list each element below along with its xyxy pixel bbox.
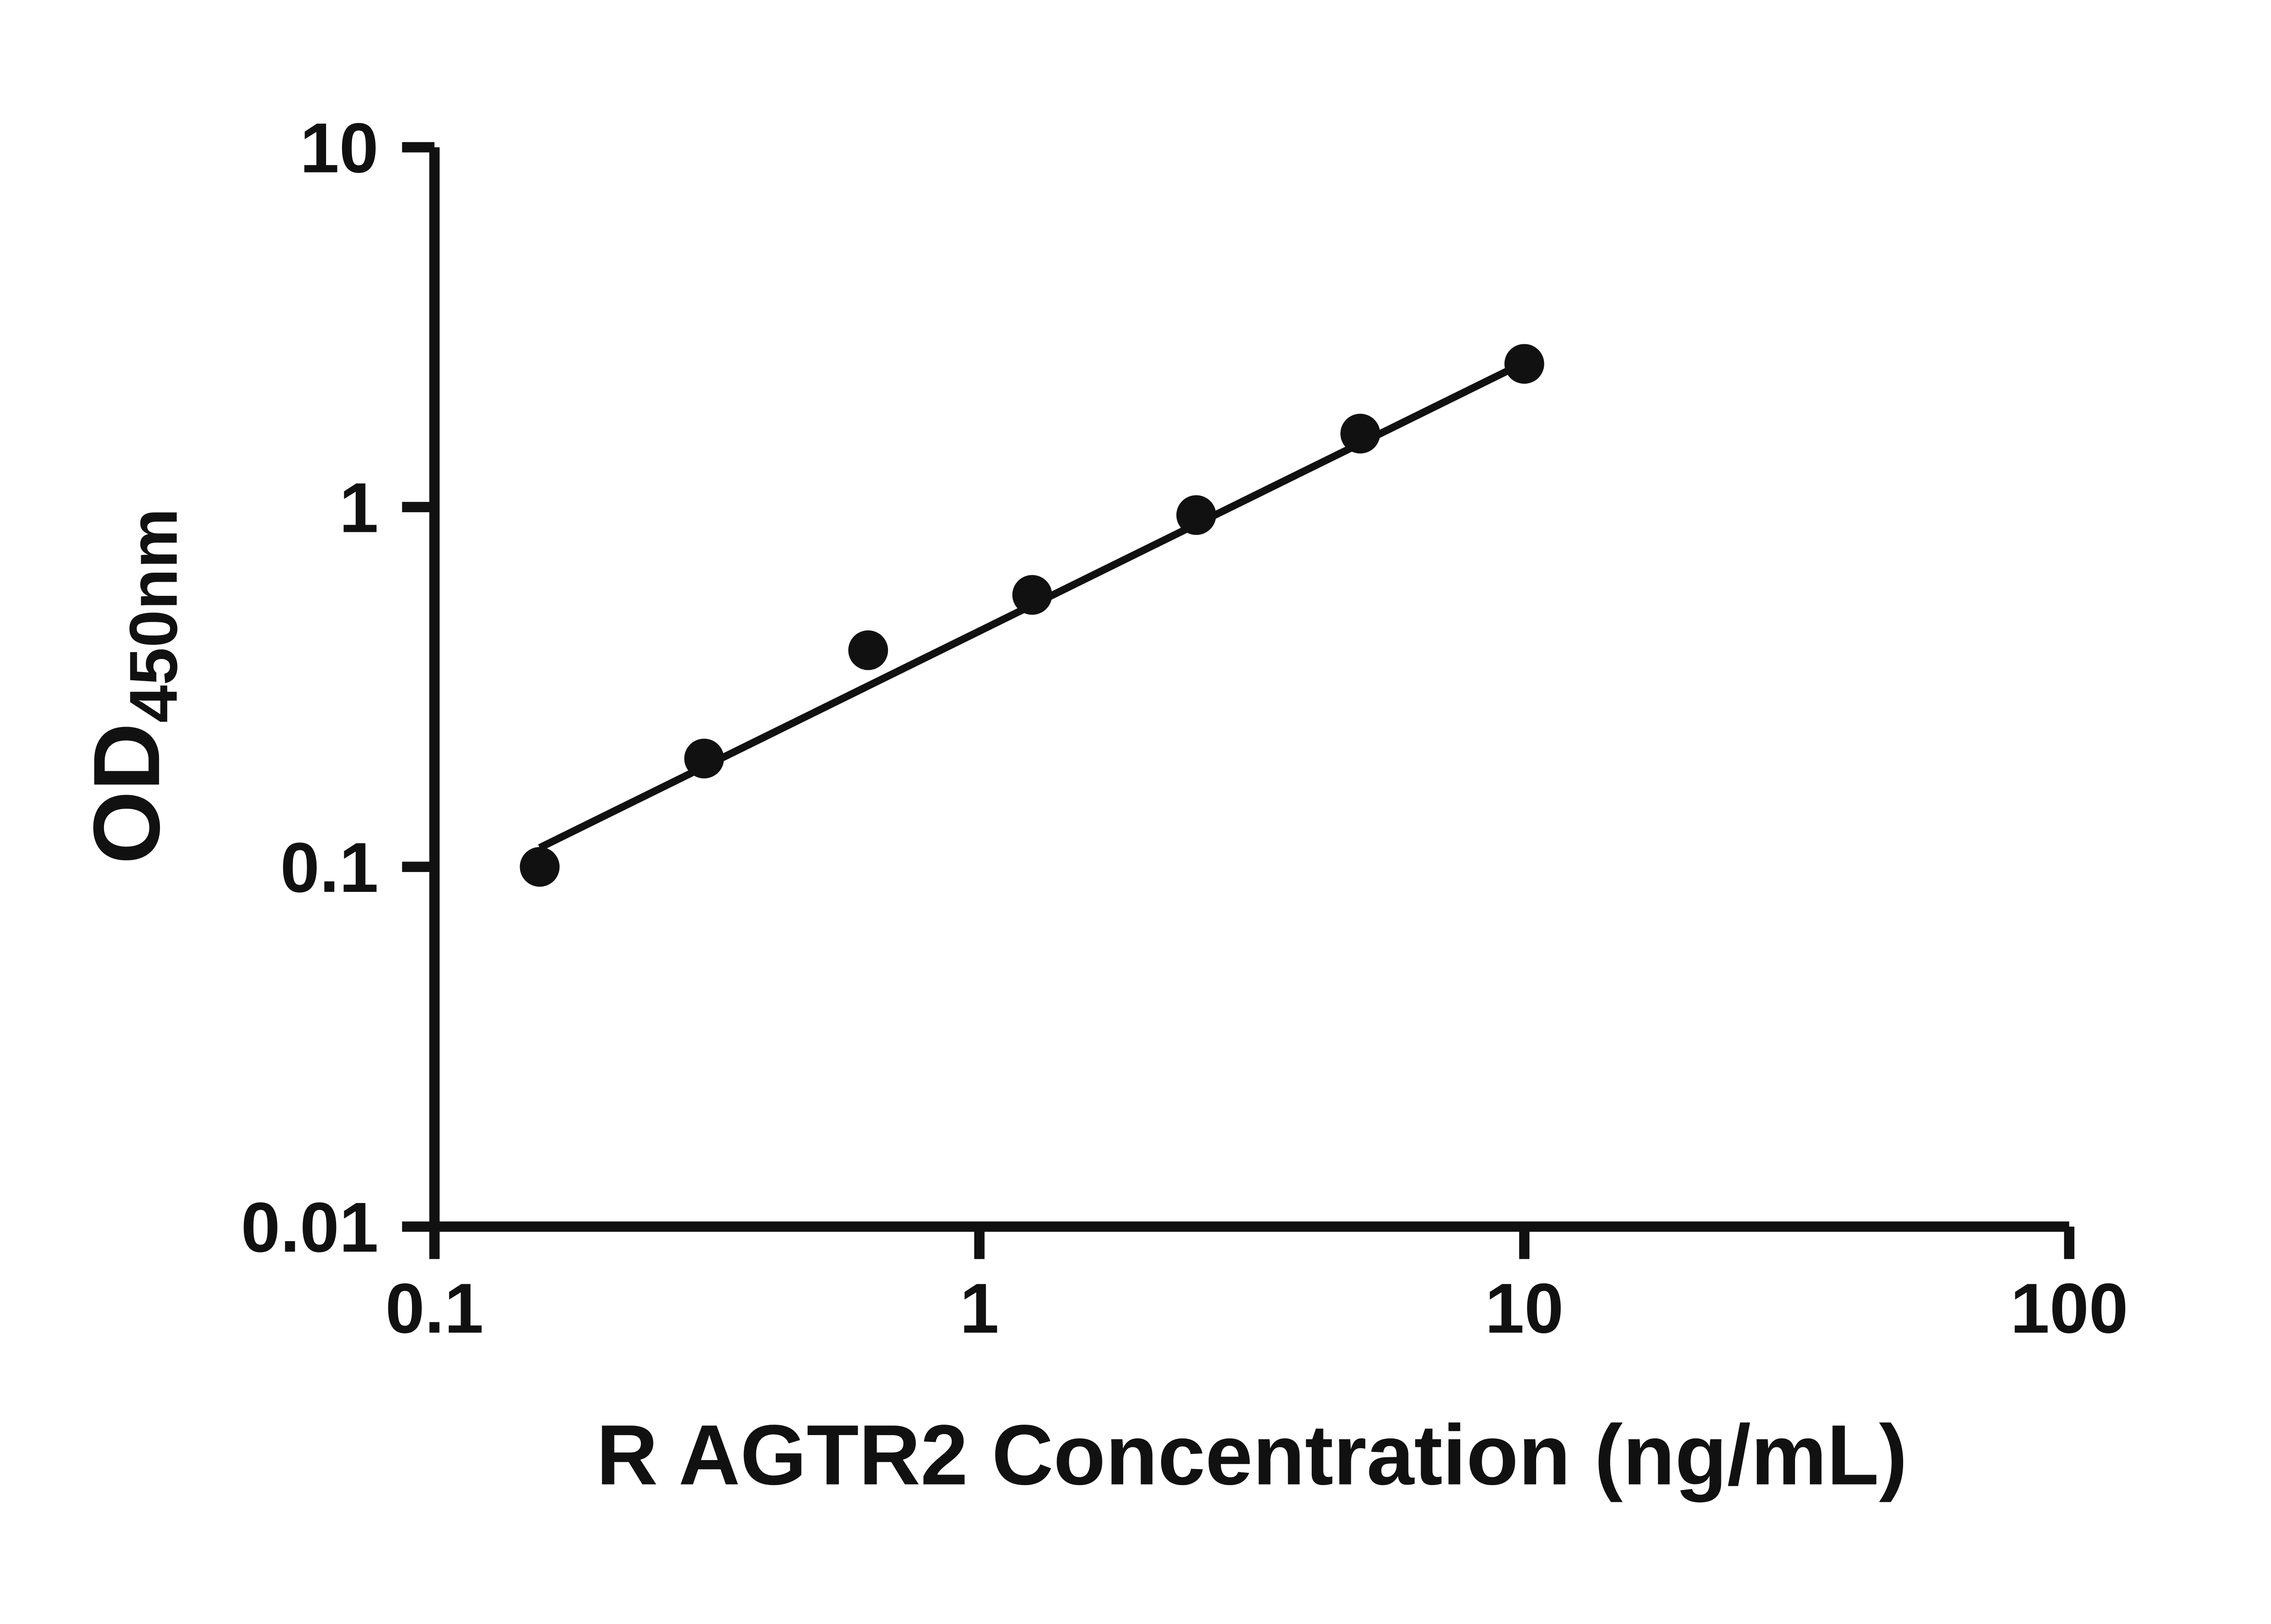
y-tick-label: 0.01 xyxy=(241,1188,378,1267)
y-tick-label: 0.1 xyxy=(280,828,378,907)
data-series xyxy=(520,344,1544,887)
data-point xyxy=(684,738,724,779)
data-point xyxy=(848,630,888,670)
data-point xyxy=(1176,495,1216,535)
data-point xyxy=(1340,414,1380,454)
x-tick-label: 0.1 xyxy=(385,1268,483,1347)
y-axis-label: OD450nm xyxy=(74,508,191,864)
chart-container: 0.1 1 10 100 0.01 0.1 1 10 R AGTR2 Concentratio… xyxy=(74,108,2128,1503)
data-point xyxy=(1012,575,1052,615)
y-axis-label-main: OD xyxy=(74,723,179,864)
axis-ticks xyxy=(402,142,2075,1259)
axis-spine xyxy=(429,147,2069,1232)
y-tick-label: 10 xyxy=(300,108,378,187)
axes xyxy=(429,147,2069,1232)
y-axis-label-subscript: 450nm xyxy=(115,508,191,723)
x-tick-label: 100 xyxy=(2010,1268,2128,1347)
data-point xyxy=(520,847,560,887)
x-tick-label: 1 xyxy=(960,1268,999,1347)
x-axis-label: R AGTR2 Concentration (ng/mL) xyxy=(596,1407,1908,1502)
x-tick-label: 10 xyxy=(1485,1268,1563,1347)
data-point xyxy=(1504,344,1544,384)
y-tick-label: 1 xyxy=(339,468,379,547)
